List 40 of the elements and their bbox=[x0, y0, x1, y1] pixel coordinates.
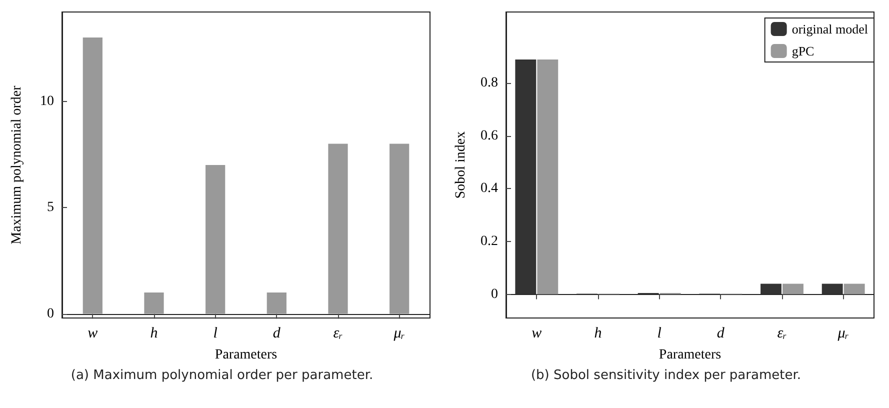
y-tick-label: 0.2 bbox=[480, 234, 498, 249]
bar bbox=[822, 284, 843, 294]
legend-label: original model bbox=[792, 22, 868, 36]
x-tick-label: h bbox=[594, 326, 602, 342]
y-tick-label: 0.4 bbox=[480, 181, 498, 196]
bar bbox=[206, 165, 226, 314]
y-tick-label: 0 bbox=[491, 286, 498, 302]
legend-label: gPC bbox=[792, 44, 814, 58]
x-axis-title: Parameters bbox=[214, 348, 278, 362]
x-axis-title: Parameters bbox=[658, 348, 722, 362]
y-axis-title: Maximum polynomial order bbox=[10, 85, 24, 244]
y-tick-label: 10 bbox=[40, 94, 54, 109]
bar bbox=[390, 144, 410, 314]
y-tick-label: 5 bbox=[47, 200, 54, 215]
y-tick-label: 0.8 bbox=[480, 76, 498, 91]
x-tick-label: μᵣ bbox=[392, 326, 406, 342]
x-tick-label: w bbox=[88, 326, 98, 342]
y-axis-title: Sobol index bbox=[454, 131, 468, 199]
bar bbox=[266, 292, 286, 314]
y-tick-label: 0 bbox=[47, 306, 54, 322]
x-tick-label: d bbox=[716, 326, 725, 342]
y-tick-label: 0.6 bbox=[480, 128, 498, 144]
x-tick-label: l bbox=[213, 326, 218, 342]
bar bbox=[328, 144, 348, 314]
bar bbox=[782, 284, 804, 294]
x-tick-label: h bbox=[150, 326, 158, 342]
bar bbox=[144, 292, 164, 314]
x-tick-label: d bbox=[272, 326, 281, 342]
bar bbox=[760, 284, 782, 294]
x-tick-label: εᵣ bbox=[777, 326, 788, 342]
bar bbox=[844, 284, 865, 294]
bar bbox=[515, 59, 536, 294]
text: (b) Sobol sensitivity index per parameter. bbox=[530, 368, 802, 383]
x-tick-label: εᵣ bbox=[333, 326, 344, 342]
text: (a) Maximum polynomial order per parameter. bbox=[70, 368, 374, 383]
bar bbox=[82, 38, 102, 314]
x-tick-label: μᵣ bbox=[836, 326, 850, 342]
x-tick-label: w bbox=[532, 326, 542, 342]
bar bbox=[537, 59, 558, 294]
x-tick-label: l bbox=[657, 326, 662, 342]
